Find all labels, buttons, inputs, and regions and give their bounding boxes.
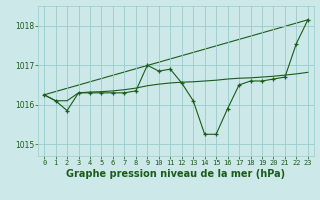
X-axis label: Graphe pression niveau de la mer (hPa): Graphe pression niveau de la mer (hPa) [67,169,285,179]
